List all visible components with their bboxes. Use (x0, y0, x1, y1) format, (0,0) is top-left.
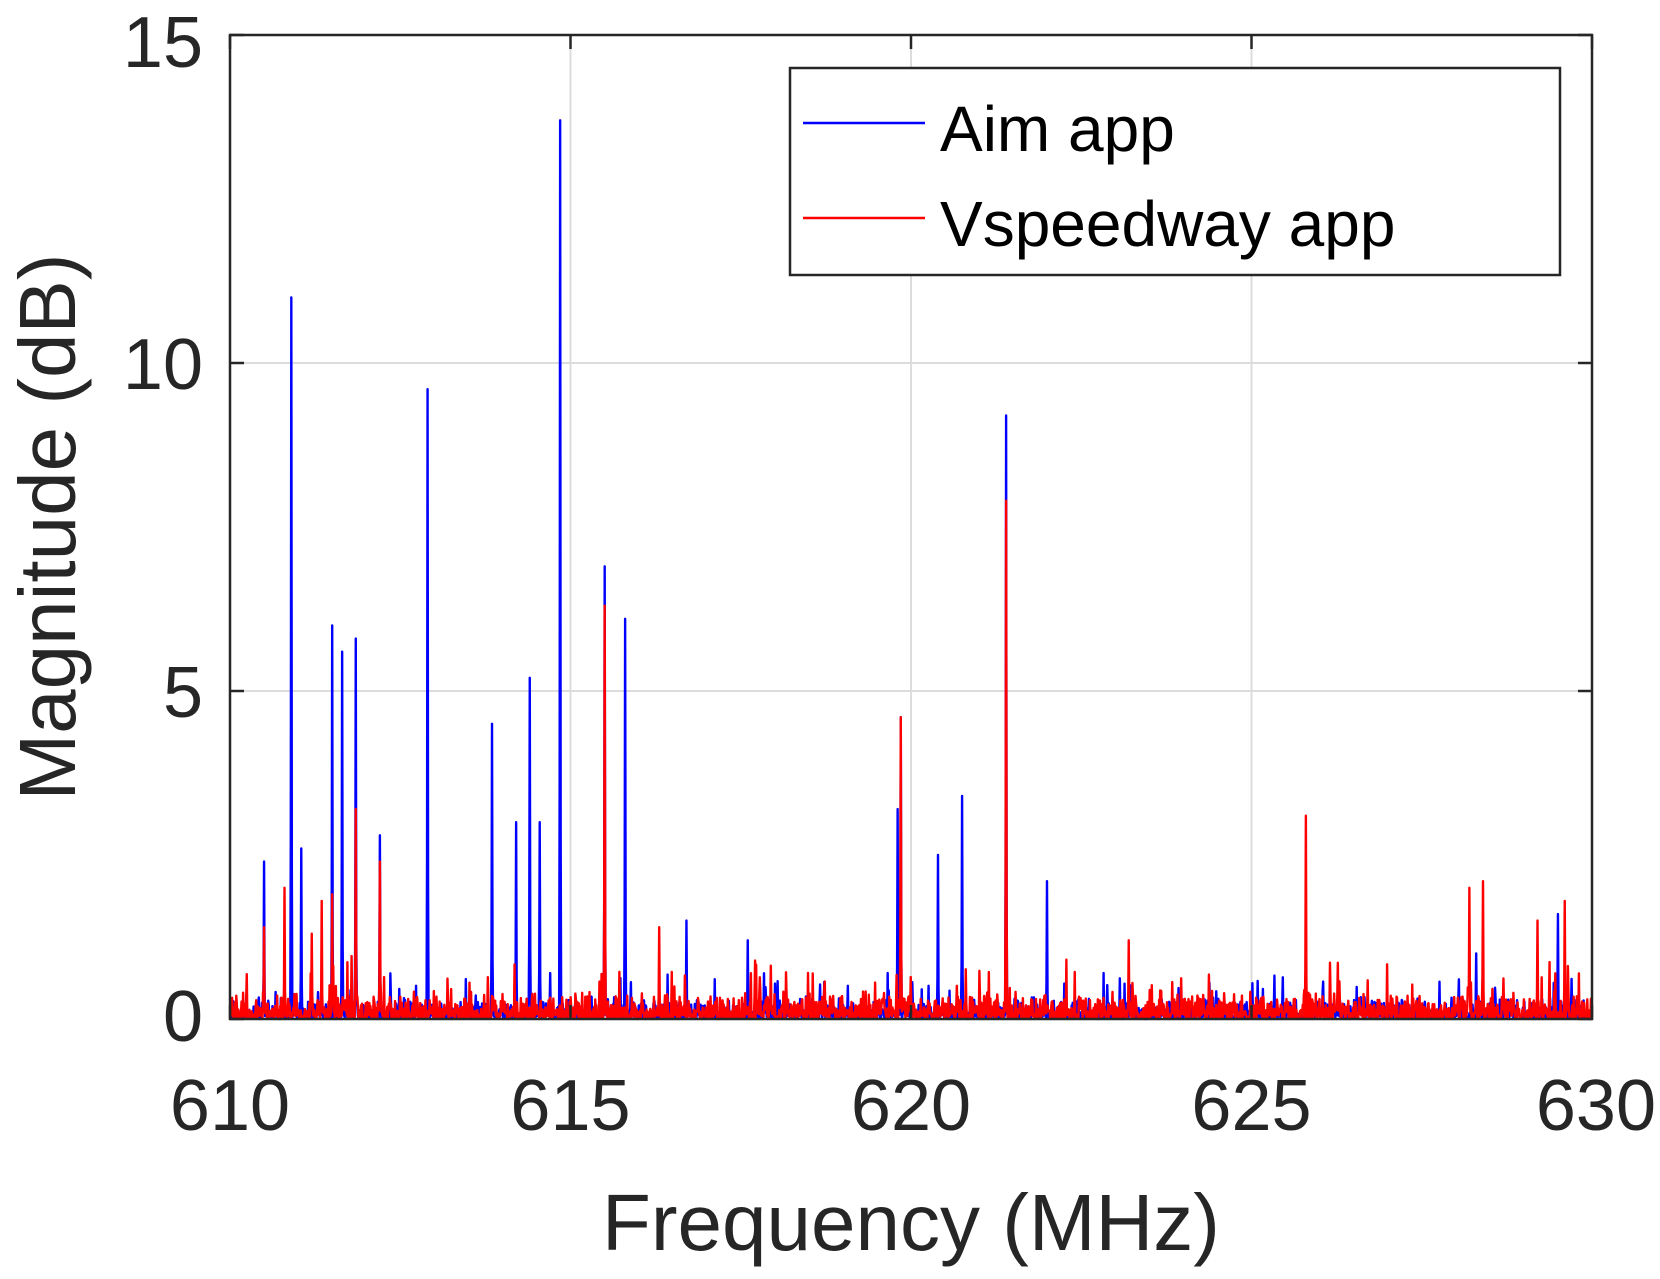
x-tick-label: 620 (851, 1066, 971, 1146)
x-tick-label: 630 (1536, 1066, 1656, 1146)
legend: Aim app Vspeedway app (788, 66, 1562, 277)
y-axis-title: Magnitude (dB) (3, 254, 92, 801)
legend-label-aim: Aim app (940, 93, 1175, 165)
series-line-vspeedway-app (228, 499, 1594, 1021)
x-axis-title: Frequency (MHz) (602, 1178, 1220, 1267)
y-tick-label: 0 (163, 977, 203, 1057)
x-tick-label: 610 (170, 1066, 290, 1146)
y-tick-label: 15 (123, 3, 203, 83)
x-tick-label: 625 (1191, 1066, 1311, 1146)
y-tick-label: 10 (123, 325, 203, 405)
y-tick-labels: 0 5 10 15 (123, 3, 203, 1057)
x-tick-label: 615 (510, 1066, 630, 1146)
axis-ticks (228, 33, 1594, 1021)
legend-box (788, 66, 1562, 277)
x-tick-labels: 610 615 620 625 630 (170, 1066, 1656, 1146)
y-tick-label: 5 (163, 653, 203, 733)
legend-label-vspeedway: Vspeedway app (940, 188, 1395, 260)
